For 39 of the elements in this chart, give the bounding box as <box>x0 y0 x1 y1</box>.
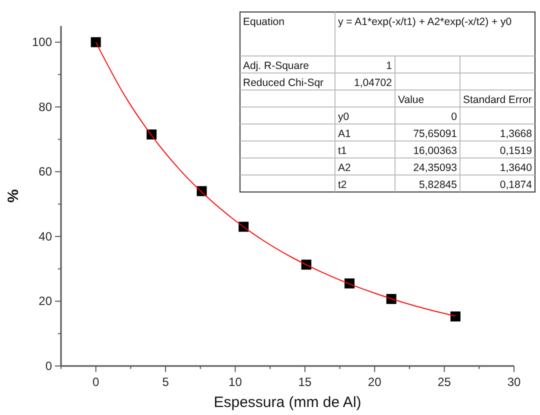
point <box>450 311 460 322</box>
annotation: 24,35093 <box>413 162 458 174</box>
annotation: A2 <box>338 162 352 174</box>
annotation: 1,04702 <box>354 77 392 89</box>
y-tick-label: 80 <box>38 100 52 114</box>
y-tick-label: 100 <box>32 35 52 50</box>
y-tick-label: 60 <box>38 164 52 179</box>
annotation: 0,1874 <box>500 179 532 191</box>
annotation: 0,1519 <box>500 145 532 157</box>
x-tick-label: 10 <box>228 375 242 389</box>
annotation: t1 <box>338 145 347 157</box>
x-tick-label: 25 <box>438 375 452 389</box>
annotation: 1 <box>386 60 392 72</box>
annotation: Standard Error <box>463 94 532 106</box>
annotation: 16,00363 <box>413 145 458 157</box>
x-tick-label: 20 <box>368 375 382 389</box>
x-tick-label: 5 <box>162 375 170 389</box>
annotation: 1,3668 <box>500 128 532 140</box>
point <box>90 37 101 48</box>
y-tick-label: 0 <box>45 359 52 373</box>
annotation: Value <box>398 94 424 106</box>
annotation: 75,65091 <box>413 128 458 140</box>
x-tick-label: 15 <box>298 375 312 389</box>
annotation: 5,82845 <box>419 179 458 191</box>
x-axis-title: Espessura (mm de Al) <box>214 394 362 411</box>
annotation: t2 <box>338 179 347 191</box>
annotation: Equation <box>243 16 285 28</box>
y-axis-title: % <box>5 189 22 203</box>
x-tick-label: 30 <box>507 375 521 389</box>
annotation: Reduced Chi-Sqr <box>243 77 324 89</box>
annotation: y0 <box>338 111 350 123</box>
annotation: Adj. R-Square <box>243 60 310 72</box>
x-tick-label: 0 <box>92 375 100 389</box>
annotation: A1 <box>338 128 352 140</box>
y-tick-label: 20 <box>38 294 52 308</box>
y-tick-label: 40 <box>38 229 52 244</box>
annotation: 1,3640 <box>500 162 532 174</box>
annotation: 0 <box>451 111 458 123</box>
annotation: y = A1*exp(-x/t1) + A2*exp(-x/t2) + y0 <box>338 16 512 28</box>
